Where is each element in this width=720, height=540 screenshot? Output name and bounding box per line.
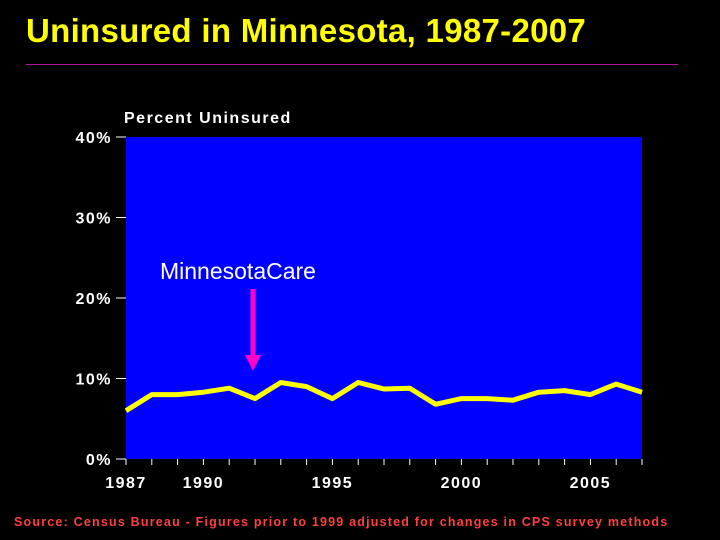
data-point [125,409,128,412]
x-tick-label: 1990 [183,475,225,492]
data-point [305,385,308,388]
data-point [486,397,489,400]
data-point [254,397,257,400]
data-point [150,393,153,396]
data-point [176,393,179,396]
y-tick-label: 40% [75,130,112,147]
y-tick-label: 30% [75,211,112,228]
data-point [537,391,540,394]
data-point [408,387,411,390]
data-point [383,387,386,390]
y-tick-label: 10% [75,372,112,389]
data-point [512,399,515,402]
chart-title: Uninsured in Minnesota, 1987-2007 [26,12,587,49]
x-tick-label: 2000 [441,475,483,492]
plot-area [126,137,642,459]
data-point [228,387,231,390]
data-point [279,381,282,384]
data-point [434,403,437,406]
title-divider [26,64,678,65]
y-tick-label: 20% [75,291,112,308]
source-footnote: Source: Census Bureau - Figures prior to… [14,515,669,529]
data-point [641,391,644,394]
data-point [357,381,360,384]
y-tick-label: 0% [86,452,112,469]
data-point [589,393,592,396]
data-point [331,397,334,400]
annotation-arrow-head [245,355,261,371]
x-tick-label: 2005 [570,475,612,492]
data-point [460,397,463,400]
annotation-label: MinnesotaCare [160,258,316,284]
series-line [124,380,643,413]
data-point [615,383,618,386]
data-point [202,391,205,394]
x-tick-label: 1995 [312,475,354,492]
data-point [563,389,566,392]
x-tick-label: 1987 [105,475,147,492]
y-axis-label: Percent Uninsured [124,110,292,127]
